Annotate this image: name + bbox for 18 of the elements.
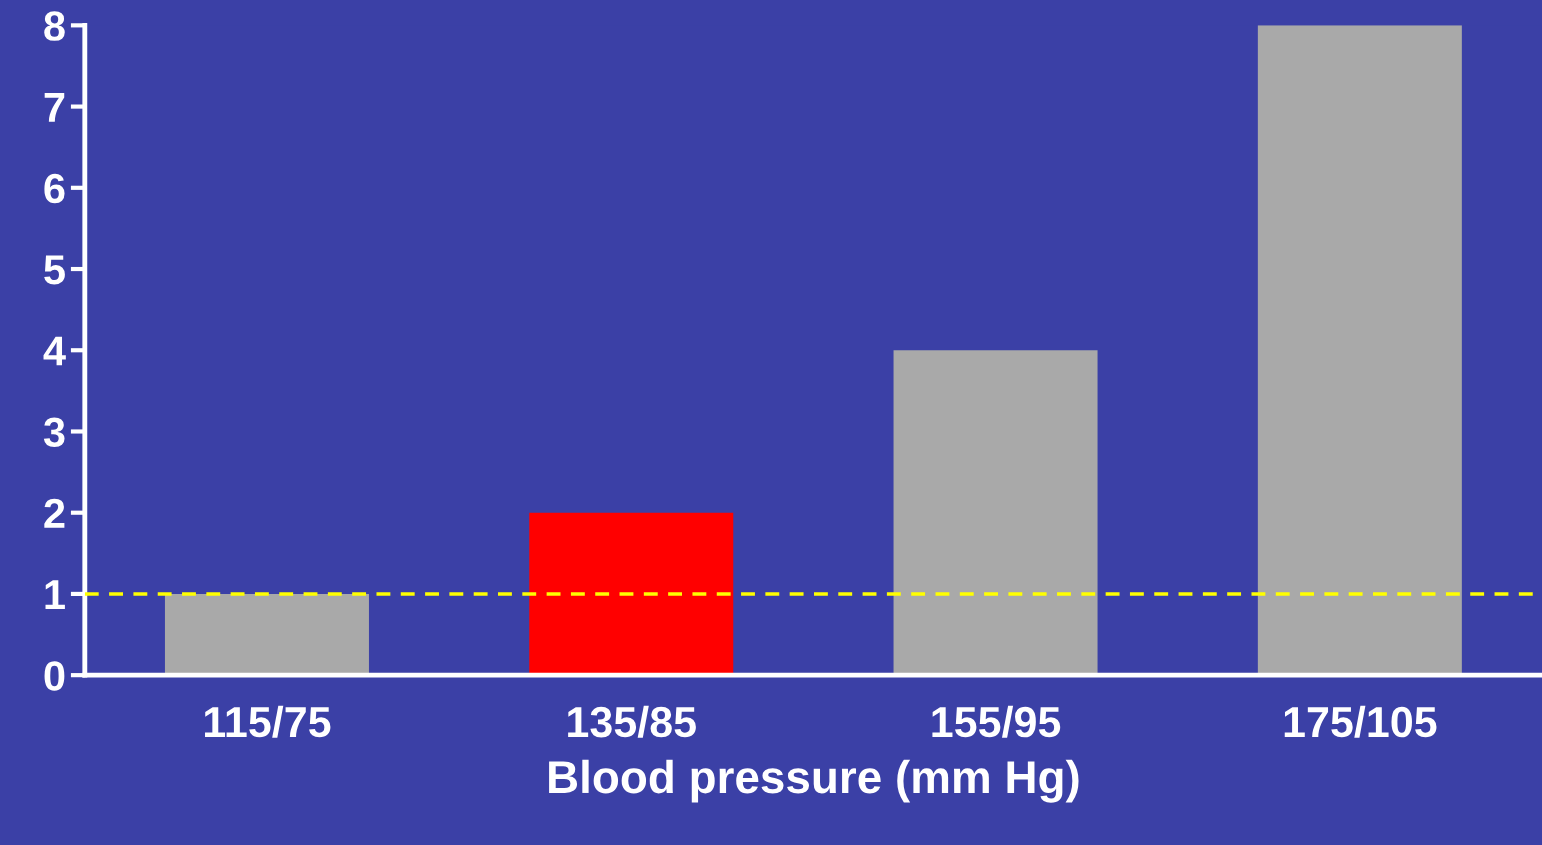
x-tick-label: 135/85 bbox=[568, 705, 696, 738]
bar bbox=[164, 593, 369, 676]
y-tick-label: 8 bbox=[44, 11, 65, 41]
y-tick-label: 5 bbox=[44, 255, 65, 285]
bar bbox=[1257, 25, 1462, 676]
y-tick-label: 4 bbox=[43, 336, 66, 366]
x-tick-label: 175/105 bbox=[1284, 705, 1437, 738]
x-axis-title: Blood pressure (mm Hg) bbox=[549, 759, 1079, 803]
x-tick-label: 155/95 bbox=[932, 705, 1061, 738]
x-tick-label: 115/75 bbox=[205, 705, 331, 738]
bar bbox=[893, 350, 1098, 676]
y-tick-label: 2 bbox=[44, 498, 65, 528]
y-tick-label: 1 bbox=[45, 580, 65, 610]
y-tick-label: 3 bbox=[43, 417, 65, 448]
y-tick-label: 7 bbox=[44, 93, 65, 122]
bar bbox=[529, 512, 734, 676]
y-tick-label: 6 bbox=[44, 173, 65, 204]
y-tick-label: 0 bbox=[44, 661, 65, 691]
